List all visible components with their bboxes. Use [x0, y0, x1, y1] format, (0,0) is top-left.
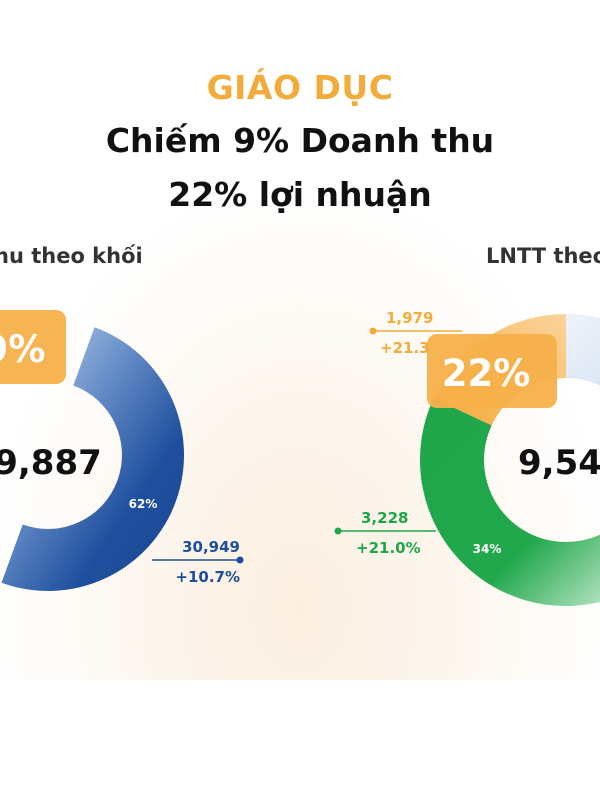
headline-line-2: 22% lợi nhuận [168, 175, 432, 214]
headline-line-1: Chiếm 9% Doanh thu [105, 121, 495, 160]
profit-center-value: 9,540 [518, 443, 600, 483]
background-glow [0, 200, 600, 680]
revenue-donut-slice-blue [1, 327, 184, 591]
section-kicker: GIÁO DỤC [206, 68, 394, 107]
profit-callout-orange-value: 1,979 [386, 309, 433, 327]
profit-donut-slice-pale [566, 314, 600, 386]
revenue-share-badge-text: 9% [0, 328, 45, 371]
profit-share-badge-text: 22% [442, 352, 531, 395]
revenue-chart-title: hu theo khối [0, 244, 143, 268]
revenue-callout-growth: +10.7% [175, 568, 240, 586]
profit-callout-green-growth: +21.0% [356, 539, 421, 557]
profit-callout-green-value: 3,228 [361, 509, 408, 527]
revenue-share-badge: 9% [0, 310, 66, 384]
profit-donut-slice-green [420, 398, 600, 606]
revenue-callout: 30,949 +10.7% [152, 538, 244, 586]
profit-chart-title: LNTT theo [486, 244, 600, 268]
profit-share-badge: 22% [427, 334, 557, 408]
profit-slice-label: 34% [473, 542, 502, 556]
revenue-donut: 62% 9,887 [0, 327, 184, 591]
revenue-callout-value: 30,949 [182, 538, 240, 556]
revenue-center-value: 9,887 [0, 443, 102, 483]
profit-callout-orange-growth: +21.3 [380, 339, 430, 357]
header: GIÁO DỤC Chiếm 9% Doanh thu 22% lợi nhuậ… [0, 62, 600, 222]
profit-callout-orange: 1,979 +21.3 [369, 309, 462, 357]
revenue-slice-label: 62% [129, 497, 158, 511]
profit-callout-green: 3,228 +21.0% [334, 509, 436, 557]
